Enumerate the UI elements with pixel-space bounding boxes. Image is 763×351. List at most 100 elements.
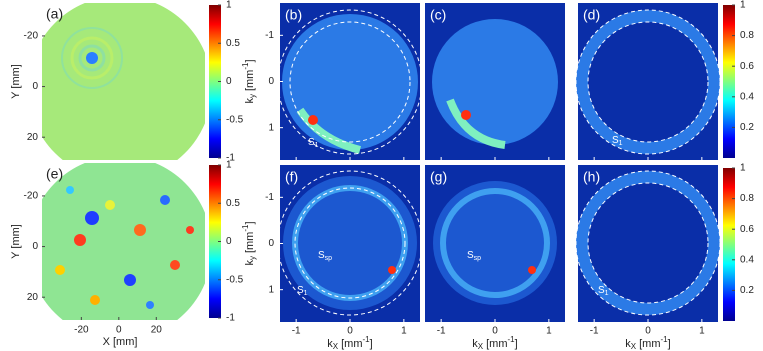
colorbar	[723, 5, 735, 158]
y-tick-label: -1	[265, 30, 274, 41]
y-tick-label: 20	[27, 292, 39, 303]
unit: [mm	[244, 232, 256, 253]
colorbar-tick-label: 1	[226, 0, 232, 11]
unit: [mm	[486, 338, 507, 350]
x-tick-label: 0	[347, 326, 353, 337]
k-sub: y	[248, 256, 257, 260]
x-tick-label: 0	[492, 326, 498, 337]
colorbar-tick-label: -1	[226, 153, 235, 164]
annotation: S1	[308, 137, 319, 149]
unit-sup: -1	[661, 335, 669, 344]
x-tick-label: -1	[437, 326, 446, 337]
annotation-s: S	[467, 250, 474, 261]
annotation-sub: 1	[315, 142, 319, 149]
colorbar-tick-label: 0.2	[740, 285, 754, 296]
colorbar-tick-label: -1	[226, 313, 235, 324]
y-tick-label: -20	[24, 31, 39, 42]
x-tick-label: 1	[546, 326, 552, 337]
colorbar-tick-label: 0.5	[226, 38, 240, 49]
colorbar-tick-label: 0.6	[740, 224, 754, 235]
k-sub: y	[248, 94, 257, 98]
y-tick-label: 0	[268, 76, 274, 87]
annotation: Ssp	[318, 250, 332, 262]
panel-label: (e)	[46, 166, 63, 182]
annotation-sub: sp	[325, 255, 333, 262]
k-sub: X	[333, 342, 339, 351]
k-axis-label: ky [mm-1]	[241, 59, 257, 103]
colorbar-tick-label: -0.5	[226, 274, 244, 285]
unit: [mm	[639, 338, 660, 350]
panel-e-image	[42, 163, 205, 320]
annotation: S1	[598, 285, 609, 297]
unit-close: ]	[668, 338, 671, 350]
k: k	[625, 338, 631, 350]
panel-label: (d)	[583, 7, 600, 23]
unit-close: ]	[515, 338, 518, 350]
annotation-s: S	[308, 137, 315, 148]
y-tick-label: -1	[265, 192, 274, 203]
k: k	[327, 338, 333, 350]
k-space-images	[277, 3, 721, 322]
k-axis-label: kX [mm-1]	[472, 335, 517, 351]
k-sub: X	[631, 342, 637, 351]
panel-label: (a)	[46, 6, 63, 22]
x-tick-label: -20	[74, 325, 89, 336]
unit-close: ]	[244, 59, 256, 62]
annotation-s: S	[612, 135, 619, 146]
y-tick-label: 1	[268, 284, 274, 295]
y-tick-label: 0	[32, 81, 38, 92]
annotation-s: S	[598, 285, 605, 296]
x-tick-label: 1	[401, 326, 407, 337]
unit-sup: -1	[363, 335, 371, 344]
colorbar-tick-label: 0.8	[740, 30, 754, 41]
colorbar-tick-label: 1	[740, 0, 746, 11]
colorbar-tick-label: 0.4	[740, 91, 754, 102]
k-sub: X	[478, 342, 484, 351]
x-tick-label: 1	[699, 326, 705, 337]
y-axis-label: Y [mm]	[10, 64, 22, 99]
y-axis-label: Y [mm]	[10, 224, 22, 259]
colorbar-tick-label: 1	[226, 160, 232, 171]
unit-close: ]	[244, 221, 256, 224]
k-axis-label: ky [mm-1]	[241, 221, 257, 265]
unit-close: ]	[370, 338, 373, 350]
x-tick-label: 20	[151, 325, 163, 336]
panel-a-image	[42, 3, 205, 160]
panel-label: (g)	[430, 169, 447, 185]
annotation: Ssp	[467, 250, 481, 262]
unit: [mm	[341, 338, 362, 350]
colorbar-tick-label: 1	[740, 163, 746, 174]
colorbar-tick-label: 0	[226, 76, 232, 87]
unit-sup: -1	[241, 62, 250, 70]
y-tick-label: 20	[27, 132, 39, 143]
y-tick-label: 0	[268, 238, 274, 249]
annotation: S1	[297, 285, 308, 297]
colorbar-tick-label: 0	[226, 236, 232, 247]
x-tick-label: -1	[292, 326, 301, 337]
colorbar	[723, 168, 735, 321]
unit: [mm	[244, 70, 256, 91]
k: k	[472, 338, 478, 350]
colorbar-tick-label: 0.8	[740, 193, 754, 204]
colorbar-tick-label: 0.4	[740, 254, 754, 265]
colorbar-tick-label: 0.6	[740, 61, 754, 72]
panel-label: (b)	[285, 7, 302, 23]
k: k	[244, 260, 256, 266]
panel-label: (f)	[285, 169, 298, 185]
x-tick-label: 0	[645, 326, 651, 337]
colorbar-tick-label: 0.2	[740, 122, 754, 133]
annotation-sub: 1	[304, 290, 308, 297]
colorbar-tick-label: 0.5	[226, 198, 240, 209]
annotation-s: S	[318, 250, 325, 261]
panel-label: (c)	[430, 7, 446, 23]
y-tick-label: -20	[24, 191, 39, 202]
x-axis-label: X [mm]	[103, 336, 138, 348]
y-tick-label: 0	[32, 241, 38, 252]
k-axis-label: kX [mm-1]	[625, 335, 670, 351]
annotation-s: S	[297, 285, 304, 296]
unit-sup: -1	[241, 224, 250, 232]
panel-label: (h)	[583, 169, 600, 185]
unit-sup: -1	[508, 335, 516, 344]
x-tick-label: 0	[116, 325, 122, 336]
